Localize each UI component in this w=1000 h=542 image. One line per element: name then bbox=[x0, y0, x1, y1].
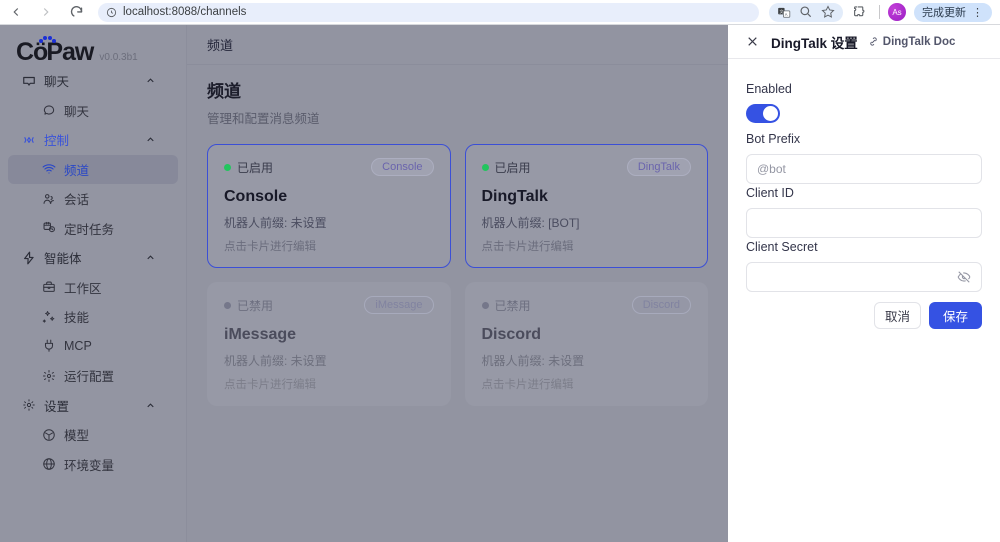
svg-text:A: A bbox=[785, 12, 788, 17]
svg-text:文: 文 bbox=[780, 8, 784, 14]
